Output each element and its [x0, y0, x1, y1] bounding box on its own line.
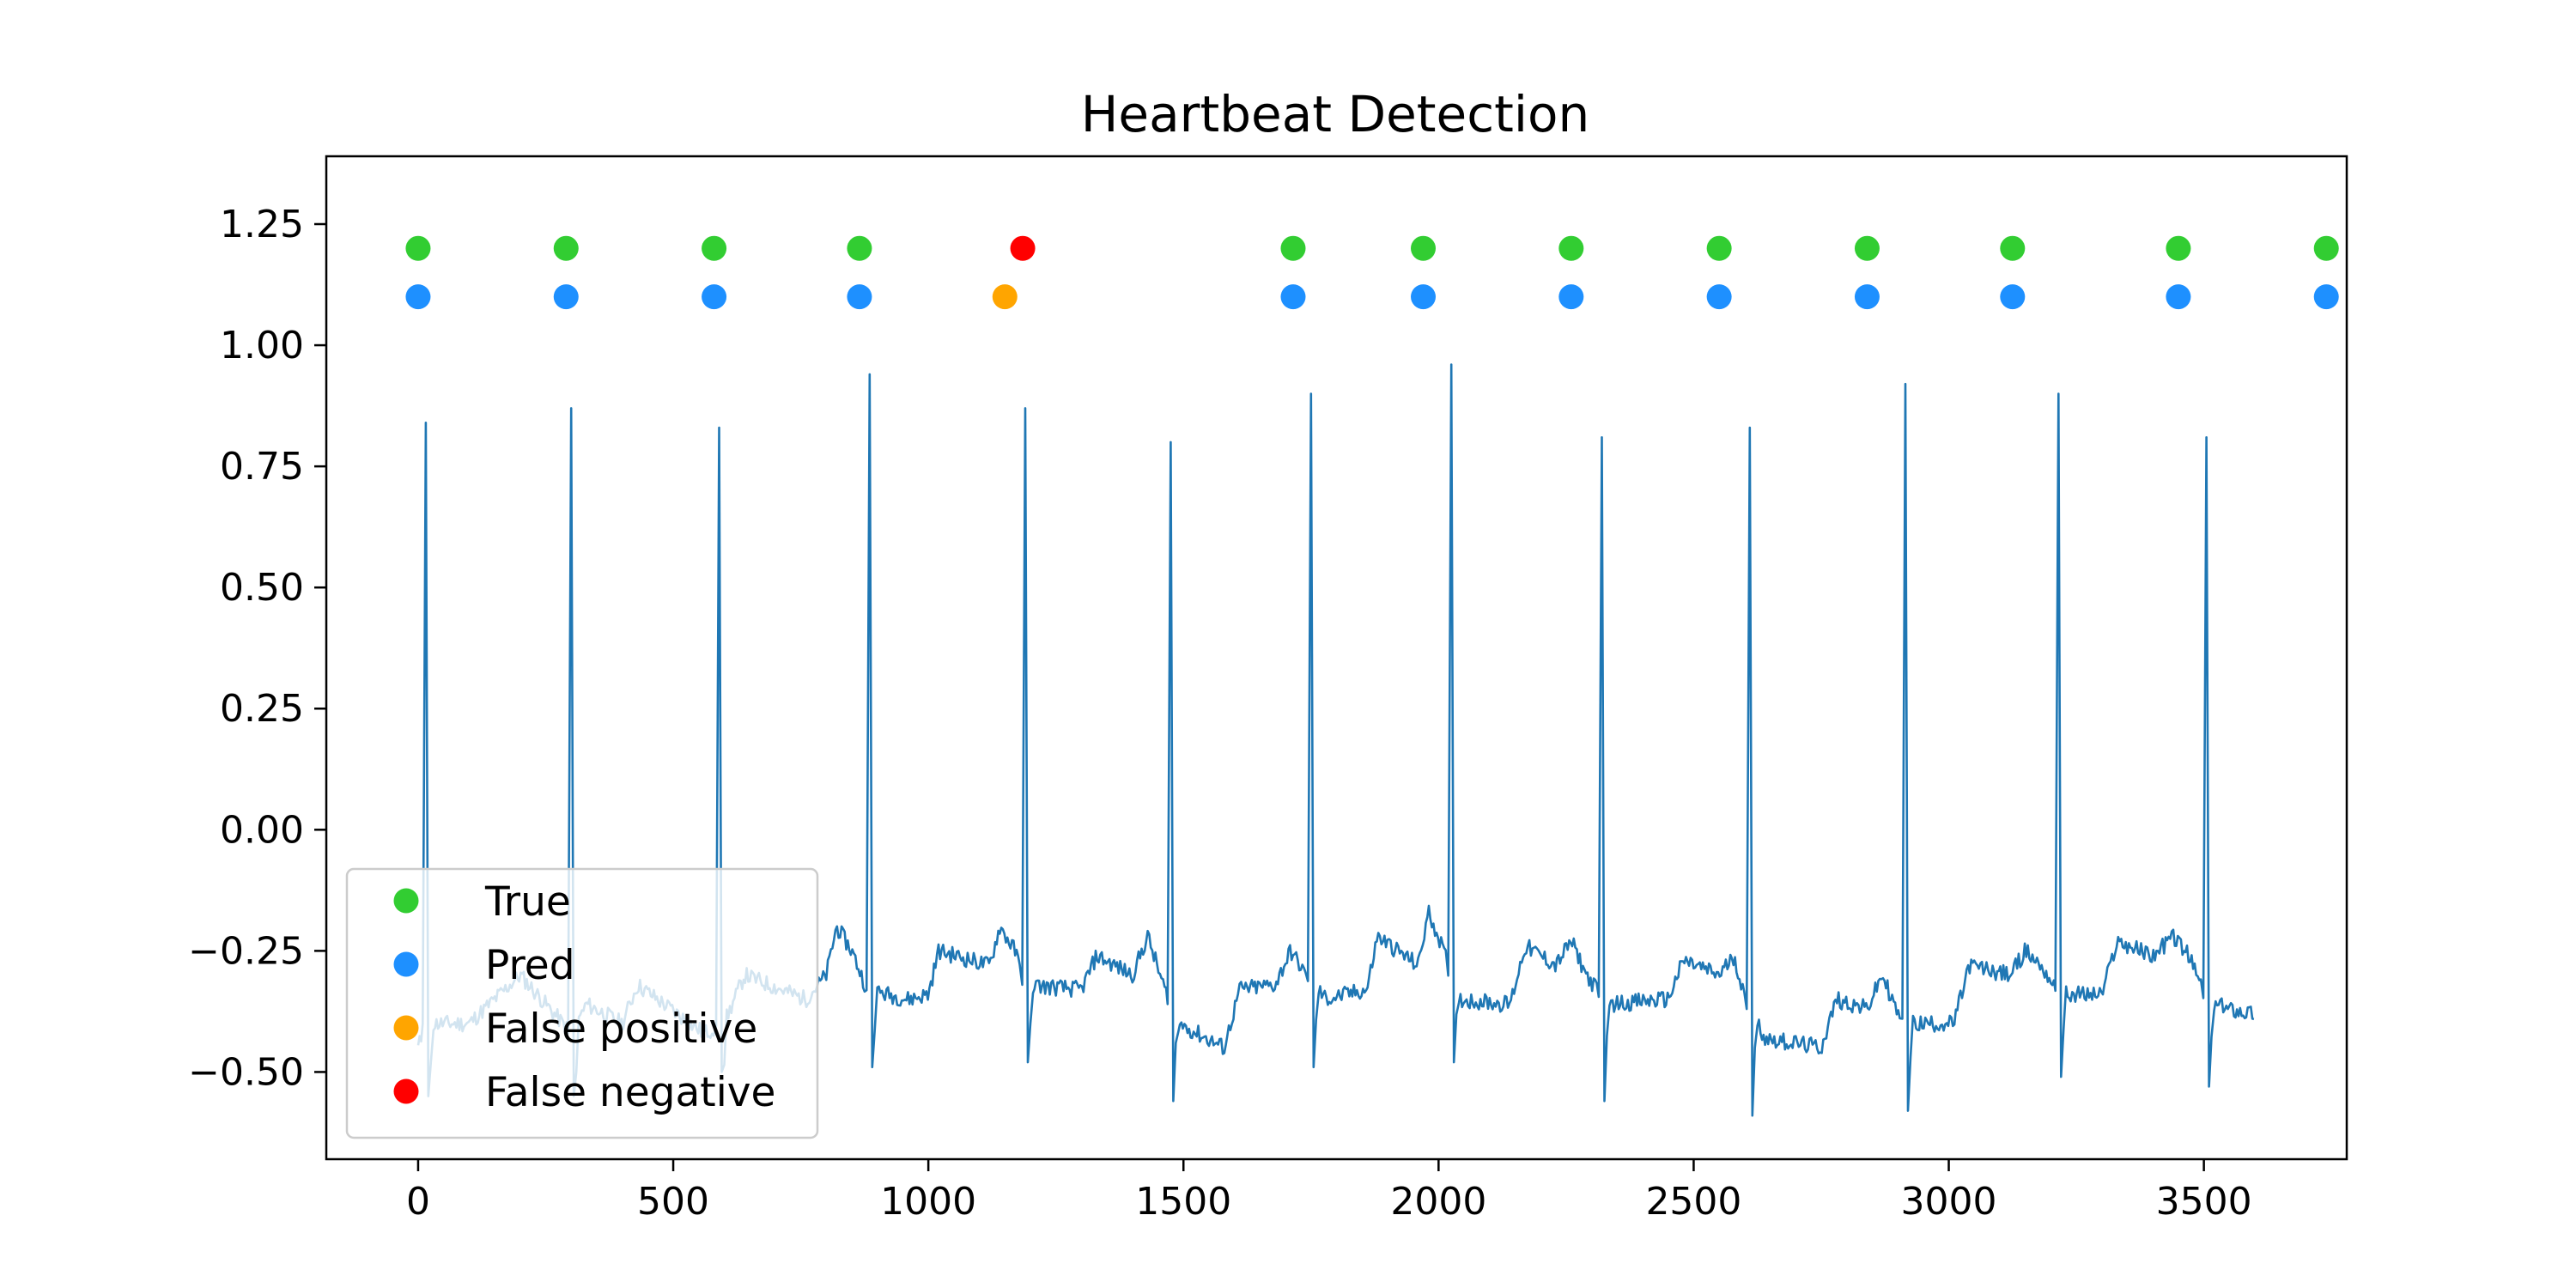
x-tick-label: 0 — [406, 1180, 430, 1224]
marker-true — [553, 235, 579, 261]
marker-pred — [1280, 284, 1306, 310]
marker-pred — [1558, 284, 1584, 310]
marker-true — [1854, 235, 1880, 261]
marker-pred — [405, 284, 431, 310]
y-tick-label: −0.25 — [188, 929, 304, 973]
marker-pred — [1411, 284, 1437, 310]
marker-true — [1411, 235, 1437, 261]
y-tick-label: 0.50 — [220, 566, 304, 610]
chart-title: Heartbeat Detection — [1081, 85, 1589, 143]
plot-area-frame — [325, 155, 2348, 1161]
x-tick-label: 3000 — [1901, 1180, 1997, 1224]
marker-pred — [2166, 284, 2191, 310]
y-axis-ticks: 1.25 1.00 0.75 0.50 0.25 0.00 −0.25 −0.50 — [188, 203, 326, 1094]
marker-false-positive — [992, 284, 1018, 310]
y-tick-label: 1.25 — [220, 203, 304, 246]
x-tick-label: 1000 — [880, 1180, 976, 1224]
detection-markers — [405, 235, 2339, 310]
x-tick-label: 2500 — [1645, 1180, 1741, 1224]
legend-label-true: True — [484, 878, 571, 926]
y-tick-label: 0.00 — [220, 808, 304, 852]
marker-pred — [2313, 284, 2339, 310]
marker-true — [1558, 235, 1584, 261]
x-tick-label: 2000 — [1390, 1180, 1486, 1224]
marker-true — [405, 235, 431, 261]
y-tick-label: −0.50 — [188, 1050, 304, 1094]
legend-marker-false-positive — [393, 1015, 419, 1041]
marker-true — [847, 235, 872, 261]
marker-pred — [702, 284, 727, 310]
x-tick-label: 500 — [637, 1180, 709, 1224]
marker-pred — [553, 284, 579, 310]
legend-label-false-positive: False positive — [485, 1005, 757, 1053]
marker-true — [1280, 235, 1306, 261]
x-axis-ticks: 0 500 1000 1500 2000 2500 3000 3500 — [406, 1159, 2252, 1224]
marker-true — [702, 235, 727, 261]
y-tick-label: 0.25 — [220, 687, 304, 731]
marker-pred — [1854, 284, 1880, 310]
x-tick-label: 3500 — [2156, 1180, 2252, 1224]
marker-pred — [2000, 284, 2026, 310]
legend-marker-false-negative — [393, 1078, 419, 1104]
x-tick-label: 1500 — [1135, 1180, 1231, 1224]
marker-pred — [847, 284, 872, 310]
y-tick-label: 0.75 — [220, 445, 304, 489]
legend-label-false-negative: False negative — [485, 1069, 775, 1116]
legend: True Pred False positive False negative — [345, 867, 819, 1139]
legend-box — [345, 867, 819, 1139]
marker-false-negative — [1010, 235, 1036, 261]
marker-true — [2166, 235, 2191, 261]
legend-label-pred: Pred — [485, 942, 575, 989]
y-tick-label: 1.00 — [220, 324, 304, 368]
marker-true — [2000, 235, 2026, 261]
marker-true — [1706, 235, 1732, 261]
marker-true — [2313, 235, 2339, 261]
marker-pred — [1706, 284, 1732, 310]
legend-marker-pred — [393, 951, 419, 977]
legend-marker-true — [393, 888, 419, 914]
